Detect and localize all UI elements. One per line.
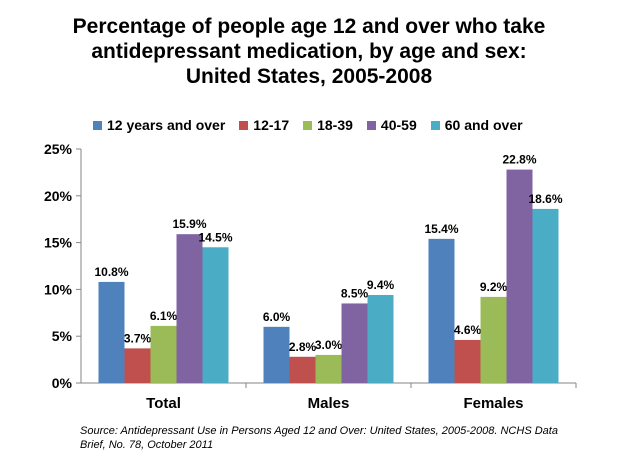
legend-label: 60 and over (444, 117, 523, 133)
bar (367, 295, 394, 383)
legend-item: 60 and over (430, 117, 523, 133)
data-label: 4.6% (454, 323, 482, 337)
bar (454, 339, 481, 383)
legend-label: 12-17 (253, 117, 290, 133)
legend-label: 12 years and over (107, 117, 226, 133)
x-tick-label: Total (146, 395, 181, 412)
data-label: 15.4% (424, 222, 458, 236)
data-label: 3.7% (124, 331, 152, 345)
legend-item: 12 years and over (93, 117, 225, 133)
y-tick-label: 25% (44, 141, 73, 157)
data-label: 3.0% (315, 338, 343, 352)
legend-swatch (366, 120, 376, 130)
bar (176, 234, 203, 383)
title-line: antidepressant medication, by age and se… (91, 40, 527, 63)
data-label: 22.8% (502, 153, 536, 167)
data-label: 6.1% (150, 309, 178, 323)
data-label: 15.9% (172, 217, 206, 231)
x-tick-label: Males (308, 395, 350, 412)
legend-item: 40-59 (366, 117, 417, 133)
y-tick-label: 10% (44, 281, 73, 297)
source-note: Source: Antidepressant Use in Persons Ag… (80, 425, 558, 451)
legend-item: 18-39 (303, 117, 353, 133)
bar (532, 208, 559, 383)
bar (124, 348, 151, 383)
y-tick-label: 5% (52, 328, 73, 344)
legend-label: 40-59 (380, 117, 417, 133)
bar (315, 354, 342, 383)
y-tick-label: 15% (44, 235, 73, 251)
data-label: 8.5% (341, 286, 369, 300)
title-line: Percentage of people age 12 and over who… (72, 15, 546, 38)
data-label: 9.2% (480, 280, 508, 294)
bar (150, 325, 177, 383)
legend-swatch (430, 120, 440, 130)
bar (428, 238, 455, 383)
legend-label: 18-39 (317, 117, 353, 133)
legend-item: 12-17 (239, 117, 289, 133)
bar (506, 169, 533, 383)
y-tick-label: 20% (44, 188, 73, 204)
chart-title: Percentage of people age 12 and over who… (0, 14, 618, 89)
bar (289, 356, 316, 383)
data-label: 2.8% (289, 340, 317, 354)
title-line: United States, 2005-2008 (185, 65, 433, 88)
legend: 12 years and over 12-17 18-39 40-59 60 and o… (93, 117, 523, 133)
x-tick-label: Females (463, 395, 523, 412)
legend-swatch (93, 120, 102, 130)
y-tick-label: 0% (52, 375, 73, 391)
legend-swatch (303, 120, 313, 130)
data-label: 18.6% (528, 192, 562, 206)
legend-swatch (239, 120, 249, 130)
bar (480, 296, 507, 383)
data-label: 10.8% (94, 265, 128, 279)
bar (98, 281, 125, 383)
data-label: 9.4% (367, 278, 395, 292)
data-label: 6.0% (263, 310, 291, 324)
bar (202, 247, 229, 383)
bar (341, 303, 368, 383)
bar (263, 326, 290, 383)
data-label: 14.5% (198, 230, 232, 244)
